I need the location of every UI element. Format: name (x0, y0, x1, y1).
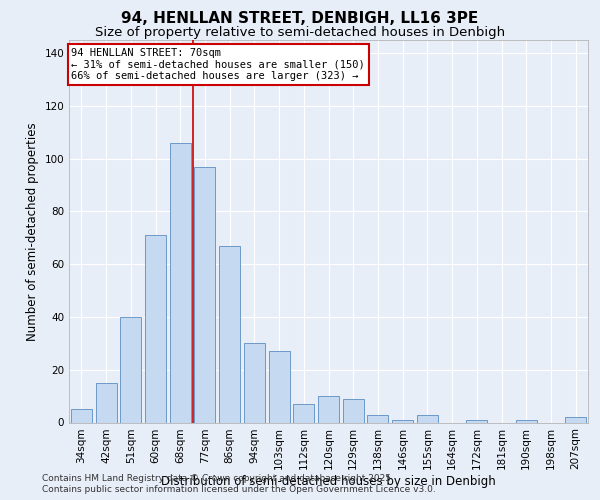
Text: Size of property relative to semi-detached houses in Denbigh: Size of property relative to semi-detach… (95, 26, 505, 39)
Bar (194, 166, 215, 422)
Bar (516, 420, 537, 422)
Bar (466, 420, 487, 422)
Bar (145, 235, 166, 422)
Text: 94, HENLLAN STREET, DENBIGH, LL16 3PE: 94, HENLLAN STREET, DENBIGH, LL16 3PE (121, 11, 479, 26)
Bar (95, 383, 116, 422)
Bar (318, 396, 339, 422)
Bar (367, 414, 388, 422)
Bar (392, 420, 413, 422)
X-axis label: Distribution of semi-detached houses by size in Denbigh: Distribution of semi-detached houses by … (161, 475, 496, 488)
Bar (219, 246, 240, 422)
Bar (565, 417, 586, 422)
Bar (120, 317, 141, 422)
Y-axis label: Number of semi-detached properties: Number of semi-detached properties (26, 122, 39, 340)
Bar (71, 410, 92, 422)
Text: Contains HM Land Registry data © Crown copyright and database right 2025.
Contai: Contains HM Land Registry data © Crown c… (42, 474, 436, 494)
Bar (170, 143, 191, 422)
Bar (417, 414, 438, 422)
Text: 94 HENLLAN STREET: 70sqm
← 31% of semi-detached houses are smaller (150)
66% of : 94 HENLLAN STREET: 70sqm ← 31% of semi-d… (71, 48, 365, 81)
Bar (293, 404, 314, 422)
Bar (244, 344, 265, 422)
Bar (269, 352, 290, 422)
Bar (343, 399, 364, 422)
